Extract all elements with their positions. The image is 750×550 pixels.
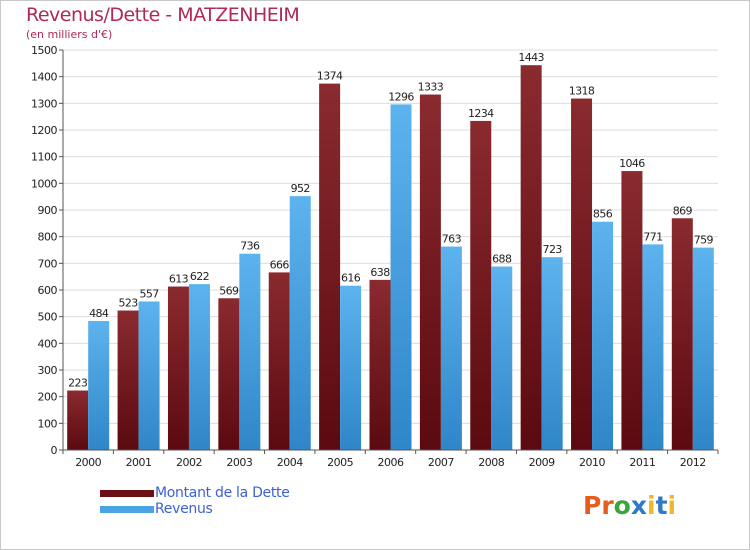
data-label-revenus: 484	[89, 307, 109, 320]
bar-revenus	[541, 257, 563, 450]
data-label-revenus: 759	[694, 234, 714, 247]
y-tick-label: 800	[38, 231, 58, 244]
data-label-dette: 1318	[569, 85, 595, 98]
data-label-dette: 1374	[317, 70, 343, 83]
data-label-dette: 1234	[468, 107, 494, 120]
y-tick-label: 1000	[31, 177, 57, 190]
y-tick-label: 0	[51, 444, 58, 457]
x-tick-label: 2010	[579, 456, 605, 469]
y-tick-label: 100	[38, 417, 58, 430]
x-tick-label: 2006	[378, 456, 404, 469]
y-tick-label: 600	[38, 284, 58, 297]
x-tick-label: 2008	[478, 456, 504, 469]
legend-label-dette: Montant de la Dette	[155, 485, 290, 501]
data-label-dette: 1443	[518, 51, 544, 64]
data-label-revenus: 557	[139, 287, 159, 300]
bar-dette	[470, 120, 492, 450]
x-tick-label: 2001	[126, 456, 152, 469]
data-label-dette: 223	[68, 377, 88, 390]
bar-dette	[621, 171, 643, 451]
legend-swatch-revenus	[100, 506, 154, 513]
x-tick-label: 2004	[277, 456, 303, 469]
bar-revenus	[188, 284, 210, 450]
x-tick-label: 2003	[226, 456, 252, 469]
bar-dette	[419, 94, 441, 451]
data-label-revenus: 736	[240, 240, 260, 253]
data-label-dette: 638	[370, 266, 390, 279]
bar-dette	[218, 298, 240, 450]
bar-dette	[571, 98, 593, 451]
bar-dette	[67, 390, 89, 450]
bar-dette	[369, 279, 391, 450]
chart-subtitle: (en milliers d'€)	[26, 28, 113, 41]
y-tick-label: 1100	[31, 151, 57, 164]
y-tick-label: 300	[38, 364, 58, 377]
chart-title: Revenus/Dette - MATZENHEIM	[26, 4, 300, 26]
x-tick-label: 2009	[529, 456, 555, 469]
data-label-revenus: 856	[593, 208, 613, 221]
x-tick-label: 2005	[327, 456, 353, 469]
data-label-revenus: 622	[190, 270, 209, 283]
bar-revenus	[239, 253, 261, 450]
bar-dette	[319, 83, 341, 450]
data-label-revenus: 952	[291, 182, 310, 195]
data-label-dette: 613	[169, 273, 189, 286]
bar-revenus	[592, 221, 614, 450]
y-tick-label: 1500	[31, 44, 57, 57]
y-tick-label: 200	[38, 391, 58, 404]
x-tick-label: 2007	[428, 456, 454, 469]
data-label-dette: 569	[219, 284, 239, 297]
bar-revenus	[340, 285, 362, 450]
y-tick-label: 1300	[31, 97, 57, 110]
bar-dette	[671, 218, 693, 450]
x-tick-label: 2000	[75, 456, 101, 469]
proxiti-logo: Proxiti	[583, 491, 677, 520]
x-tick-label: 2011	[629, 456, 655, 469]
data-label-dette: 666	[270, 258, 290, 271]
legend-swatch-dette	[100, 490, 154, 497]
bar-revenus	[491, 266, 513, 450]
bar-revenus	[289, 196, 311, 450]
y-tick-label: 700	[38, 257, 58, 270]
data-label-revenus: 763	[442, 233, 462, 246]
data-label-dette: 1333	[418, 81, 444, 94]
y-tick-label: 1200	[31, 124, 57, 137]
y-tick-label: 1400	[31, 71, 57, 84]
bar-revenus	[642, 244, 664, 450]
x-tick-label: 2002	[176, 456, 202, 469]
data-label-revenus: 771	[643, 230, 662, 243]
y-tick-label: 900	[38, 204, 58, 217]
bar-dette	[117, 310, 139, 450]
data-label-revenus: 616	[341, 272, 361, 285]
bar-revenus	[138, 301, 160, 450]
y-tick-label: 400	[38, 337, 58, 350]
data-label-dette: 1046	[619, 157, 645, 170]
y-tick-label: 500	[38, 311, 58, 324]
bar-revenus	[88, 320, 110, 450]
data-label-revenus: 723	[543, 243, 563, 256]
data-label-dette: 523	[118, 297, 138, 310]
bar-dette	[268, 272, 290, 450]
data-label-dette: 869	[673, 204, 693, 217]
legend-label-revenus: Revenus	[155, 501, 213, 517]
bar-dette	[167, 286, 189, 450]
x-tick-label: 2012	[680, 456, 706, 469]
data-label-revenus: 688	[492, 253, 512, 266]
bar-dette	[520, 65, 542, 450]
bar-revenus	[390, 104, 412, 451]
bar-revenus	[440, 246, 462, 450]
bar-revenus	[692, 247, 714, 450]
data-label-revenus: 1296	[388, 90, 414, 103]
